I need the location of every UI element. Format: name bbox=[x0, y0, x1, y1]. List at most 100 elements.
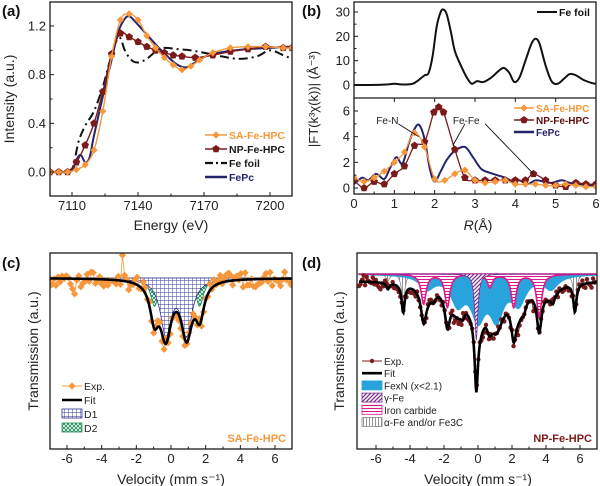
legend-label: FexN (x<2.1) bbox=[384, 381, 442, 392]
data-point bbox=[354, 174, 358, 182]
data-point bbox=[584, 277, 590, 282]
panel-label: (d) bbox=[302, 255, 321, 272]
x-tick-label: 4 bbox=[237, 451, 244, 466]
y-tick-label: 2 bbox=[343, 155, 350, 170]
data-point bbox=[541, 176, 550, 184]
data-point bbox=[590, 276, 596, 281]
legend-swatch bbox=[61, 422, 83, 433]
data-point bbox=[216, 271, 224, 279]
y-tick-label: 4 bbox=[343, 129, 350, 144]
data-point bbox=[114, 272, 122, 280]
legend-label: α-Fe and/or Fe3C bbox=[384, 418, 463, 429]
data-point bbox=[511, 343, 516, 349]
data-point bbox=[364, 274, 369, 280]
y-tick-label: 0.8 bbox=[28, 67, 46, 82]
data-point bbox=[100, 282, 108, 290]
plot-area bbox=[50, 10, 292, 176]
plot-area bbox=[50, 253, 292, 353]
data-point bbox=[139, 278, 147, 286]
annotation-fe-fe: Fe-Fe bbox=[453, 116, 480, 127]
legend-item: α-Fe and/or Fe3C bbox=[361, 417, 463, 429]
sample-label: NP-Fe-HPC bbox=[533, 433, 592, 445]
data-point bbox=[279, 44, 287, 52]
data-point bbox=[85, 277, 93, 286]
x-tick-label: -2 bbox=[438, 451, 450, 466]
data-point bbox=[169, 51, 177, 59]
data-point bbox=[64, 168, 72, 176]
data-point bbox=[428, 297, 434, 302]
data-point bbox=[125, 286, 133, 294]
data-point bbox=[226, 44, 234, 52]
x-tick-label: -6 bbox=[61, 451, 73, 466]
data-point bbox=[160, 345, 168, 353]
legend-label: Exp. bbox=[384, 357, 404, 368]
legend-label: FePc bbox=[536, 128, 560, 139]
data-point bbox=[152, 322, 160, 330]
data-point bbox=[583, 285, 588, 290]
legend-item: Fit bbox=[362, 369, 395, 380]
data-point bbox=[511, 176, 520, 184]
data-point bbox=[461, 173, 469, 181]
data-point bbox=[210, 275, 218, 284]
panel-c: (c) -6 -4 -2 0 2 4 6 Velocity (mm s⁻¹) Transmissi… bbox=[2, 252, 293, 486]
x-axis-label: R(Å) bbox=[464, 217, 493, 233]
legend-label: Exp. bbox=[84, 381, 105, 393]
data-point bbox=[459, 322, 464, 327]
data-point bbox=[562, 180, 570, 188]
data-point bbox=[81, 161, 89, 169]
data-point bbox=[81, 278, 89, 286]
legend-label: γ-Fe bbox=[384, 394, 404, 405]
data-point bbox=[420, 143, 429, 151]
legend-label: Fe foil bbox=[559, 7, 590, 19]
panel-b: (b) Fe-N Fe-Fe 0 1 2 3 4 5 6 0 10 20 30 0 2 4 6 R(Å) |FT(k³… bbox=[302, 1, 600, 233]
data-point bbox=[227, 271, 235, 279]
x-tick-label: 0 bbox=[350, 196, 357, 211]
legend-item: D1 bbox=[61, 408, 98, 421]
x-tick-label: 7170 bbox=[190, 198, 219, 213]
data-point bbox=[360, 177, 368, 186]
data-point bbox=[156, 318, 164, 326]
legend-marker bbox=[520, 116, 528, 124]
x-tick-label: 4 bbox=[542, 451, 549, 466]
data-point bbox=[582, 183, 590, 191]
data-point bbox=[541, 181, 550, 190]
x-tick-label: 2 bbox=[202, 451, 209, 466]
data-point bbox=[129, 281, 137, 289]
x-tick-label: 2 bbox=[431, 196, 438, 211]
data-point bbox=[143, 42, 151, 50]
data-point bbox=[400, 162, 409, 170]
annotation-arrow bbox=[484, 123, 534, 175]
panel-label: (a) bbox=[2, 3, 20, 20]
data-point bbox=[99, 107, 107, 115]
panel-label: (b) bbox=[302, 3, 321, 20]
legend-item: Iron carbide bbox=[361, 404, 437, 417]
data-point bbox=[197, 322, 206, 330]
x-tick-label: 0 bbox=[167, 451, 174, 466]
x-axis-label: Velocity (mm s⁻¹) bbox=[424, 471, 532, 486]
y-tick-label: 1.2 bbox=[28, 19, 46, 34]
x-tick-label: 2 bbox=[508, 451, 515, 466]
legend-item: NP-Fe-HPC bbox=[205, 144, 285, 156]
data-point bbox=[160, 48, 169, 56]
data-point bbox=[244, 43, 252, 51]
data-point bbox=[218, 280, 226, 288]
data-point bbox=[521, 180, 530, 188]
data-point bbox=[434, 103, 443, 111]
upper-plot-area bbox=[354, 8, 596, 87]
data-point bbox=[73, 276, 81, 284]
series-fe-foil bbox=[354, 8, 596, 87]
annotation-arrow bbox=[398, 123, 419, 138]
data-point bbox=[441, 176, 449, 184]
data-point bbox=[187, 62, 195, 70]
data-point bbox=[178, 52, 186, 60]
data-point bbox=[196, 56, 204, 64]
data-point bbox=[288, 44, 292, 52]
data-point bbox=[116, 280, 124, 288]
data-point bbox=[90, 146, 98, 154]
data-point bbox=[206, 280, 214, 288]
data-point bbox=[262, 269, 270, 278]
legend-item: Exp. bbox=[362, 357, 404, 368]
data-point bbox=[390, 169, 399, 178]
legend-marker bbox=[212, 131, 220, 139]
